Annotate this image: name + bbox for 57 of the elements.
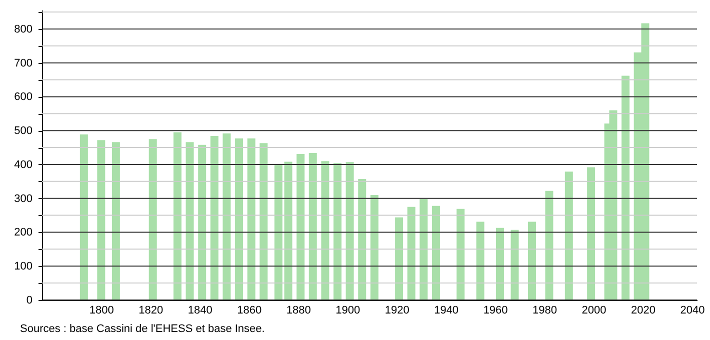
x-tick-label: 1900: [336, 304, 360, 316]
bar: [222, 133, 231, 300]
bar: [564, 172, 573, 300]
bar: [97, 140, 106, 300]
bar: [321, 161, 330, 300]
x-tick-label: 2040: [680, 304, 705, 316]
bar: [432, 206, 440, 300]
x-tick-label: 1800: [89, 304, 114, 316]
bar: [274, 164, 282, 300]
y-tick-label: 200: [14, 226, 32, 239]
bar: [284, 162, 292, 300]
x-tick-label: 2020: [631, 304, 656, 316]
bar: [296, 154, 305, 300]
bar: [622, 76, 630, 300]
bar: [528, 222, 536, 300]
x-tick-label: 2000: [582, 304, 606, 316]
bar: [370, 194, 378, 300]
x-tick-label: 1860: [237, 304, 262, 316]
bar: [333, 163, 342, 300]
bar: [235, 138, 244, 300]
bar: [587, 167, 596, 300]
x-tick-label: 1960: [483, 304, 508, 316]
x-tick-label: 1980: [532, 304, 558, 316]
bar: [420, 199, 428, 300]
y-tick-label: 700: [14, 57, 32, 70]
bar: [186, 142, 194, 300]
x-tick-label: 1880: [286, 304, 311, 316]
bar: [173, 132, 182, 300]
y-tick-label: 100: [14, 260, 32, 273]
x-tick-label: 1840: [188, 304, 212, 316]
bar: [308, 152, 317, 300]
bar: [358, 179, 366, 300]
bar: [260, 143, 268, 300]
x-tick-label: 1940: [434, 304, 459, 316]
y-tick-label: 500: [14, 125, 32, 138]
bar: [80, 134, 88, 300]
bar: [395, 217, 404, 300]
y-tick-label: 300: [14, 192, 32, 205]
bar: [247, 138, 256, 300]
bar: [496, 228, 504, 300]
y-tick-label: 400: [14, 158, 32, 171]
bar: [510, 230, 519, 300]
bar: [346, 162, 354, 300]
x-tick-label: 1920: [384, 304, 410, 316]
bar: [198, 144, 206, 300]
x-tick-label: 1820: [138, 304, 164, 316]
y-tick-label: 800: [14, 23, 32, 36]
bar: [476, 222, 484, 300]
y-tick-label: 600: [14, 91, 32, 104]
bar: [210, 136, 218, 300]
y-tick-label: 0: [26, 294, 32, 306]
bar: [456, 208, 465, 300]
bar: [112, 142, 120, 300]
bar: [148, 139, 157, 300]
source-note: Sources : base Cassini de l'EHESS et base Insee.: [20, 323, 265, 335]
bar: [407, 206, 416, 300]
bar: [545, 190, 554, 300]
